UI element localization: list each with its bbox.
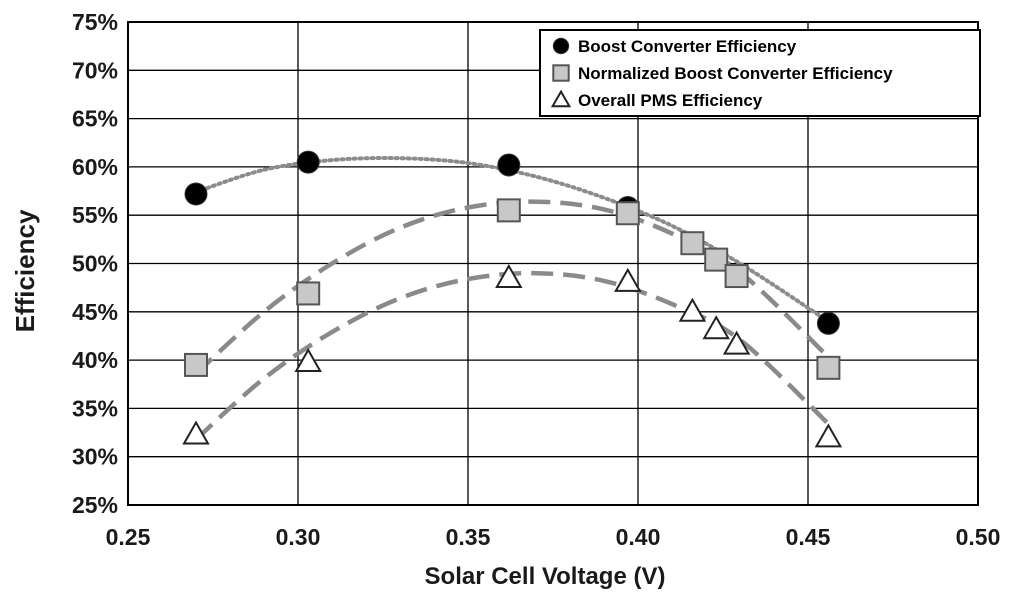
y-tick-label: 50% — [72, 251, 118, 277]
x-tick-label: 0.40 — [616, 524, 661, 550]
x-tick-label: 0.50 — [956, 524, 1001, 550]
data-point-series-3 — [614, 267, 642, 292]
plot-frame — [127, 21, 979, 506]
legend: Boost Converter Efficiency Normalized Boo… — [539, 29, 981, 117]
data-point-series-1 — [497, 153, 521, 177]
data-point-series-2 — [816, 355, 841, 380]
data-point-series-1 — [296, 150, 320, 174]
x-axis-ticks: 0.25 0.30 0.35 0.40 0.45 0.50 — [106, 524, 1001, 550]
data-point-series-3 — [182, 420, 210, 445]
data-point-series-3 — [814, 423, 843, 448]
y-tick-label: 70% — [72, 57, 118, 83]
trendline-series-1 — [194, 156, 831, 324]
x-tick-label: 0.30 — [276, 524, 321, 550]
legend-box — [539, 29, 981, 117]
y-tick-label: 40% — [72, 347, 118, 373]
x-tick-label: 0.45 — [786, 524, 831, 550]
y-axis-ticks: 25% 30% 35% 40% 45% 50% 55% 60% 65% 70% 75% — [72, 9, 118, 518]
legend-label-series-3: Overall PMS Efficiency — [578, 91, 763, 110]
y-tick-label: 60% — [72, 154, 118, 180]
trendline-series-3 — [194, 270, 830, 441]
y-tick-label: 25% — [72, 492, 118, 518]
data-point-series-1 — [816, 311, 840, 335]
y-axis-title: Efficiency — [10, 209, 40, 332]
data-point-series-3 — [495, 263, 523, 288]
legend-label-series-1: Boost Converter Efficiency — [578, 37, 797, 56]
y-tick-label: 45% — [72, 299, 118, 325]
data-point-series-2 — [496, 198, 521, 223]
data-point-series-2 — [704, 247, 729, 272]
data-point-series-2 — [680, 231, 705, 256]
data-point-series-2 — [615, 201, 640, 226]
data-markers — [182, 150, 843, 448]
data-point-series-2 — [184, 352, 208, 377]
data-point-series-2 — [724, 264, 749, 289]
y-tick-label: 55% — [72, 202, 118, 228]
data-point-series-3 — [722, 330, 751, 355]
data-point-series-3 — [294, 348, 322, 373]
y-tick-label: 30% — [72, 444, 118, 470]
x-tick-label: 0.35 — [446, 524, 491, 550]
data-point-series-3 — [702, 315, 730, 340]
y-tick-label: 75% — [72, 9, 118, 35]
x-axis-title: Solar Cell Voltage (V) — [425, 563, 666, 590]
data-point-series-1 — [184, 182, 208, 206]
legend-label-series-2: Normalized Boost Converter Efficiency — [578, 64, 893, 83]
y-tick-label: 35% — [72, 395, 118, 421]
x-tick-label: 0.25 — [106, 524, 151, 550]
legend-marker-series-3 — [550, 89, 572, 108]
data-point-series-2 — [296, 281, 321, 306]
data-point-series-3 — [678, 297, 707, 322]
legend-marker-series-1 — [552, 37, 570, 55]
legend-marker-series-2 — [552, 64, 570, 82]
y-tick-label: 65% — [72, 106, 118, 132]
